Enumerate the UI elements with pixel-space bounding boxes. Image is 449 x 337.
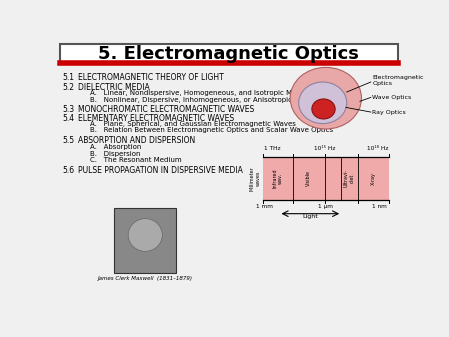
Text: Ray Optics: Ray Optics: [372, 110, 406, 115]
Text: A.   Linear, Nondispersive, Homogeneous, and Isotropic Media: A. Linear, Nondispersive, Homogeneous, a…: [90, 91, 307, 96]
Ellipse shape: [299, 82, 347, 124]
Text: MONOCHROMATIC ELECTROMAGNETIC WAVES: MONOCHROMATIC ELECTROMAGNETIC WAVES: [78, 105, 254, 114]
Ellipse shape: [128, 219, 162, 251]
Text: 1 nm: 1 nm: [372, 204, 387, 209]
Text: ELEMENTARY ELECTROMAGNETIC WAVES: ELEMENTARY ELECTROMAGNETIC WAVES: [78, 114, 234, 123]
Ellipse shape: [312, 99, 335, 119]
Text: PULSE PROPAGATION IN DISPERSIVE MEDIA: PULSE PROPAGATION IN DISPERSIVE MEDIA: [78, 166, 243, 175]
Text: B.   Dispersion: B. Dispersion: [90, 151, 141, 157]
Text: 5. Electromagnetic Optics: 5. Electromagnetic Optics: [98, 44, 359, 63]
Text: 5.2: 5.2: [62, 83, 75, 92]
Text: 5.3: 5.3: [62, 105, 75, 114]
Text: DIELECTRIC MEDIA: DIELECTRIC MEDIA: [78, 83, 150, 92]
Text: 10¹⁸ Hz: 10¹⁸ Hz: [367, 146, 388, 151]
Text: Electromagnetic
Optics: Electromagnetic Optics: [372, 75, 424, 86]
Text: 1 μm: 1 μm: [317, 204, 333, 209]
Text: B.   Relation Between Electromagnetic Optics and Scalar Wave Optics: B. Relation Between Electromagnetic Opti…: [90, 127, 333, 133]
Text: Infrared
wav.: Infrared wav.: [273, 168, 283, 188]
FancyBboxPatch shape: [60, 43, 398, 63]
Text: 5.1: 5.1: [62, 73, 75, 82]
Bar: [114, 208, 176, 273]
Text: 10¹⁵ Hz: 10¹⁵ Hz: [314, 146, 336, 151]
Text: ABSORPTION AND DISPERSION: ABSORPTION AND DISPERSION: [78, 136, 195, 145]
Text: A.   Absorption: A. Absorption: [90, 144, 141, 150]
Text: 5.4: 5.4: [62, 114, 75, 123]
Text: Millimeter
waves: Millimeter waves: [250, 166, 261, 191]
Text: A.   Plane, Spherical, and Gaussian Electromagnetic Waves: A. Plane, Spherical, and Gaussian Electr…: [90, 121, 296, 126]
Text: 1 mm: 1 mm: [256, 204, 273, 209]
Text: X-ray: X-ray: [370, 172, 376, 185]
Text: 5.6: 5.6: [62, 166, 75, 175]
Text: Ultravi-
olet: Ultravi- olet: [343, 169, 354, 187]
Text: B.   Nonlinear, Dispersive, Inhomogeneous, or Anisotropic Media: B. Nonlinear, Dispersive, Inhomogeneous,…: [90, 97, 315, 103]
Text: 5.5: 5.5: [62, 136, 75, 145]
Text: 1 THz: 1 THz: [264, 146, 281, 151]
Text: ELECTROMAGNETIC THEORY OF LIGHT: ELECTROMAGNETIC THEORY OF LIGHT: [78, 73, 224, 82]
Text: James Clerk Maxwell  (1831–1879): James Clerk Maxwell (1831–1879): [98, 276, 193, 281]
Text: Visible: Visible: [306, 170, 311, 186]
Text: Light: Light: [303, 214, 318, 219]
Bar: [263, 157, 388, 200]
Ellipse shape: [290, 67, 361, 129]
Text: Wave Optics: Wave Optics: [372, 95, 412, 100]
Text: C.   The Resonant Medium: C. The Resonant Medium: [90, 157, 182, 163]
